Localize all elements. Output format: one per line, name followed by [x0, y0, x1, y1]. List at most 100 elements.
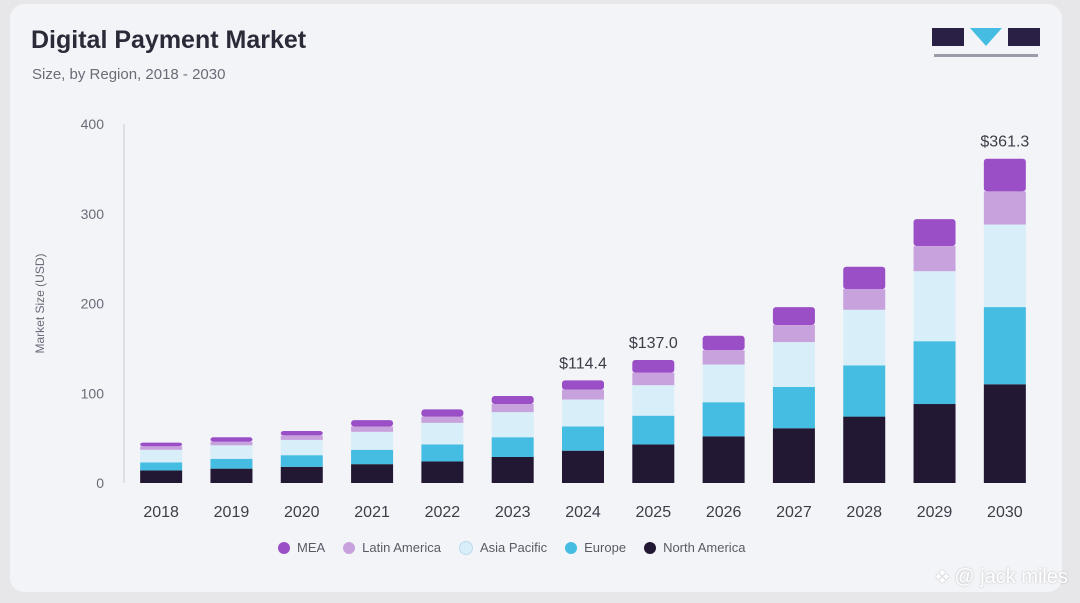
bar-segment-north-america	[562, 450, 604, 483]
chart-card	[10, 4, 1062, 592]
bar-segment-north-america	[702, 436, 745, 483]
bar-segment-north-america	[421, 461, 464, 483]
y-tick-label: 0	[96, 475, 104, 491]
bar-segment-asia-pacific	[702, 364, 745, 403]
chart-legend: MEA Latin America Asia Pacific Europe North …	[278, 540, 745, 555]
bar-segment-north-america	[140, 470, 183, 483]
bar-segment-mea	[562, 380, 604, 390]
bar-segment-europe	[210, 458, 253, 469]
bar-segment-asia-pacific	[421, 422, 464, 445]
bar-segment-mea	[210, 437, 253, 442]
bar-segment-europe	[632, 415, 675, 445]
bar-segment-mea	[843, 266, 886, 290]
bar-segment-latin-america	[140, 446, 183, 450]
data-label: $137.0	[629, 335, 678, 352]
brand-logo-icon	[932, 28, 1040, 57]
bar-segment-asia-pacific	[983, 224, 1026, 308]
x-tick-label: 2029	[917, 504, 953, 521]
x-tick-label: 2027	[776, 504, 812, 521]
bar-segment-europe	[491, 437, 534, 457]
legend-item: North America	[644, 540, 745, 555]
bar-segment-europe	[562, 426, 604, 451]
bar-segment-north-america	[351, 464, 394, 483]
bar-segment-mea	[983, 158, 1026, 192]
bar-segment-europe	[772, 386, 815, 429]
bar-segment-asia-pacific	[843, 309, 886, 366]
x-tick-label: 2022	[425, 504, 461, 521]
bar-segment-north-america	[632, 444, 675, 483]
bar-segment-asia-pacific	[210, 445, 253, 459]
bar-segment-asia-pacific	[772, 342, 815, 387]
x-tick-label: 2023	[495, 504, 531, 521]
bar-segment-europe	[983, 307, 1026, 385]
x-tick-label: 2025	[636, 504, 672, 521]
bar-segment-asia-pacific	[351, 431, 394, 450]
bar-segment-latin-america	[491, 404, 534, 413]
bar-segment-mea	[772, 307, 815, 326]
bar-segment-north-america	[913, 404, 956, 483]
bar-segment-europe	[421, 444, 464, 462]
bar-segment-europe	[913, 341, 956, 405]
x-tick-label: 2021	[354, 504, 390, 521]
bar-segment-europe	[351, 449, 394, 465]
data-label: $361.3	[980, 134, 1029, 151]
bar-segment-latin-america	[210, 441, 253, 446]
x-tick-label: 2024	[565, 504, 601, 521]
legend-swatch	[565, 541, 578, 554]
watermark-text: @ jack miles	[954, 566, 1068, 588]
legend-label: MEA	[297, 540, 326, 555]
bar-segment-latin-america	[280, 435, 323, 440]
bar-segment-latin-america	[632, 372, 675, 386]
x-tick-label: 2020	[284, 504, 320, 521]
bar-segment-north-america	[843, 416, 886, 483]
chart-title: Digital Payment Market	[31, 26, 307, 54]
bar-segment-latin-america	[421, 416, 464, 423]
legend-swatch	[278, 541, 290, 554]
bar-segment-mea	[280, 430, 323, 436]
bar-segment-mea	[913, 219, 956, 247]
legend-item: Latin America	[343, 540, 441, 555]
legend-label: North America	[663, 540, 746, 555]
legend-swatch	[458, 540, 473, 555]
x-tick-label: 2019	[214, 504, 250, 521]
x-tick-label: 2030	[987, 504, 1023, 521]
x-tick-label: 2026	[706, 504, 742, 521]
bar-segment-asia-pacific	[140, 449, 183, 463]
bar-segment-europe	[140, 462, 183, 471]
watermark: ❖ @ jack miles	[934, 566, 1068, 589]
y-axis-label: Market Size (USD)	[33, 253, 47, 353]
legend-label: Europe	[584, 540, 627, 555]
bar-segment-north-america	[491, 456, 534, 483]
x-tick-label: 2028	[846, 504, 882, 521]
legend-item: MEA	[278, 540, 325, 555]
bar-segment-mea	[421, 409, 464, 417]
y-tick-label: 400	[81, 116, 105, 132]
bar-segment-north-america	[983, 384, 1026, 483]
bar-segment-europe	[280, 455, 323, 467]
bar-segment-latin-america	[913, 246, 956, 272]
bar-segment-latin-america	[772, 325, 815, 343]
bar-segment-north-america	[280, 466, 323, 483]
y-tick-label: 100	[81, 385, 105, 401]
bar-segment-mea	[491, 395, 534, 405]
bar-segment-asia-pacific	[562, 399, 604, 427]
legend-swatch	[343, 541, 356, 554]
bar-segment-europe	[702, 402, 745, 437]
legend-swatch	[644, 541, 657, 554]
legend-label: Latin America	[362, 540, 441, 555]
diamond-logo-icon: ❖	[934, 567, 951, 587]
bar-segment-europe	[843, 365, 886, 417]
legend-label: Asia Pacific	[479, 540, 548, 555]
bar-segment-latin-america	[562, 389, 604, 400]
bar-segment-north-america	[772, 428, 815, 483]
bar-segment-mea	[702, 335, 745, 351]
bar-segment-asia-pacific	[913, 271, 956, 342]
y-tick-label: 300	[81, 206, 105, 222]
data-label: $114.4	[559, 355, 607, 372]
bar-segment-latin-america	[983, 191, 1026, 225]
bar-segment-latin-america	[351, 426, 394, 432]
bar-segment-asia-pacific	[491, 412, 534, 438]
bar-segment-mea	[632, 360, 675, 373]
bar-segment-latin-america	[843, 289, 886, 310]
